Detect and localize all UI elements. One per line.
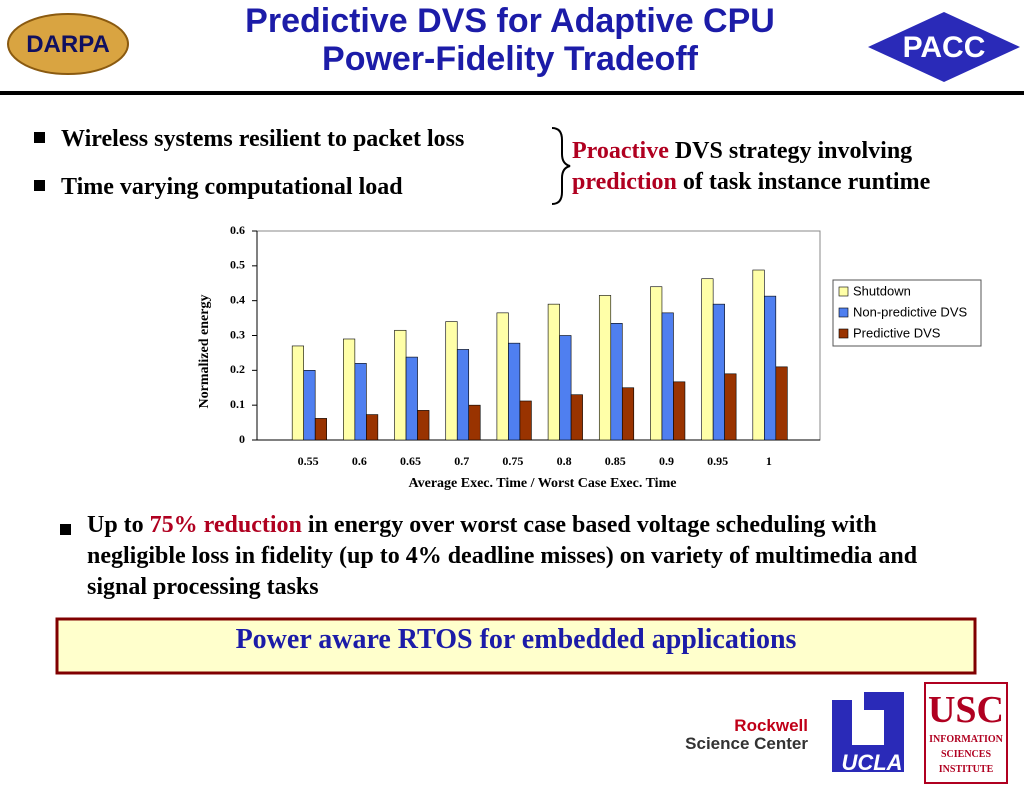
bar — [673, 381, 686, 441]
darpa-logo — [7, 13, 129, 75]
bar — [724, 373, 737, 441]
y-tick-label: 0.6 — [230, 223, 245, 237]
text: DVS strategy involving — [668, 138, 913, 164]
pacc-text: PACC — [903, 31, 986, 64]
bar — [394, 329, 407, 441]
bullet: Wireless systems resilient to packet los… — [34, 126, 464, 153]
text: Up to — [87, 512, 150, 538]
bar — [764, 295, 777, 441]
strategy: Proactive DVS strategy involving predict… — [572, 136, 1012, 198]
bar — [610, 323, 623, 441]
pacc-logo — [868, 12, 1020, 82]
highlight: 75% reduction — [149, 512, 302, 538]
legend-label: Non-predictive DVS — [853, 304, 967, 319]
bar — [291, 345, 304, 441]
text: in energy over worst case based voltage … — [87, 512, 918, 600]
chart: 0 0.1 0.2 0.3 0.4 0.5 0.6 0.55 0.6 0.65 0.7 0.75 0.8… — [197, 223, 982, 491]
isi-text: SCIENCES — [941, 749, 991, 760]
title: Power-Fidelity Tradeoff — [322, 40, 698, 78]
highlight: Proactive — [572, 138, 669, 164]
bar — [547, 303, 560, 441]
x-tick-label: 0.75 — [502, 454, 523, 468]
legend-box — [832, 279, 982, 347]
x-axis-title: Average Exec. Time / Worst Case Exec. Ti… — [409, 476, 677, 491]
legend-swatch — [838, 307, 849, 318]
legend-swatch — [838, 328, 849, 339]
bar — [598, 295, 612, 441]
bar — [775, 366, 788, 441]
legend-swatch — [838, 286, 849, 297]
y-tick-label: 0.2 — [230, 362, 245, 376]
header-rule — [0, 91, 1024, 95]
x-tick-label: 0.95 — [707, 454, 728, 468]
bar — [314, 418, 327, 441]
y-axis-title: Normalized energy — [197, 295, 212, 409]
y-tick-label: 0.4 — [230, 292, 245, 306]
rockwell-text: Science Center — [685, 734, 808, 753]
bar — [508, 342, 521, 441]
x-tick-label: 0.85 — [605, 454, 626, 468]
bullet-text: Wireless systems resilient to packet los… — [61, 126, 465, 152]
bar — [303, 370, 316, 441]
legend-label: Shutdown — [853, 283, 911, 298]
y-tick-label: 0.3 — [230, 327, 245, 341]
bullet: Time varying computational load — [34, 174, 403, 201]
isi-text: INSTITUTE — [939, 764, 994, 775]
bar — [570, 394, 583, 441]
bar — [752, 269, 765, 441]
bar — [417, 410, 430, 441]
bar — [496, 312, 509, 441]
x-tick-label: 1 — [766, 454, 772, 468]
x-tick-label: 0.8 — [557, 454, 572, 468]
ucla-logo — [832, 692, 904, 772]
bar — [712, 303, 725, 441]
bar — [405, 356, 418, 441]
title: Predictive DVS for Adaptive CPU — [245, 2, 775, 40]
rockwell-text: Rockwell — [734, 716, 808, 735]
y-tick-label: 0 — [239, 432, 245, 446]
x-tick-label: 0.55 — [298, 454, 319, 468]
x-tick-label: 0.65 — [400, 454, 421, 468]
x-tick-label: 0.9 — [659, 454, 674, 468]
bar — [445, 321, 458, 441]
bar — [343, 338, 356, 441]
isi-logo — [924, 682, 1008, 784]
usc-text: USC — [928, 689, 1004, 731]
bar — [701, 278, 714, 441]
ucla-text: UCLA — [841, 750, 902, 775]
bar — [559, 335, 572, 441]
legend-label: Predictive DVS — [853, 325, 941, 340]
bar — [661, 312, 674, 441]
bar — [650, 286, 663, 441]
x-tick-label: 0.7 — [454, 454, 469, 468]
bullet-text: Time varying computational load — [61, 174, 403, 200]
brace — [551, 127, 571, 205]
x-tick-label: 0.6 — [352, 454, 367, 468]
bar — [621, 387, 635, 441]
result: Up to 75% reduction in energy over worst… — [60, 510, 980, 603]
banner: Power aware RTOS for embedded applicatio… — [235, 624, 797, 655]
bar — [519, 400, 532, 441]
bar — [456, 349, 470, 441]
bar — [468, 404, 481, 441]
darpa-text: DARPA — [26, 31, 110, 58]
isi-text: INFORMATION — [929, 734, 1003, 745]
bar — [366, 414, 379, 441]
text: of task instance runtime — [676, 169, 931, 195]
highlight: prediction — [572, 169, 677, 195]
bar — [354, 363, 367, 441]
y-tick-label: 0.5 — [230, 258, 245, 272]
y-tick-label: 0.1 — [230, 397, 245, 411]
banner-box — [55, 617, 977, 675]
